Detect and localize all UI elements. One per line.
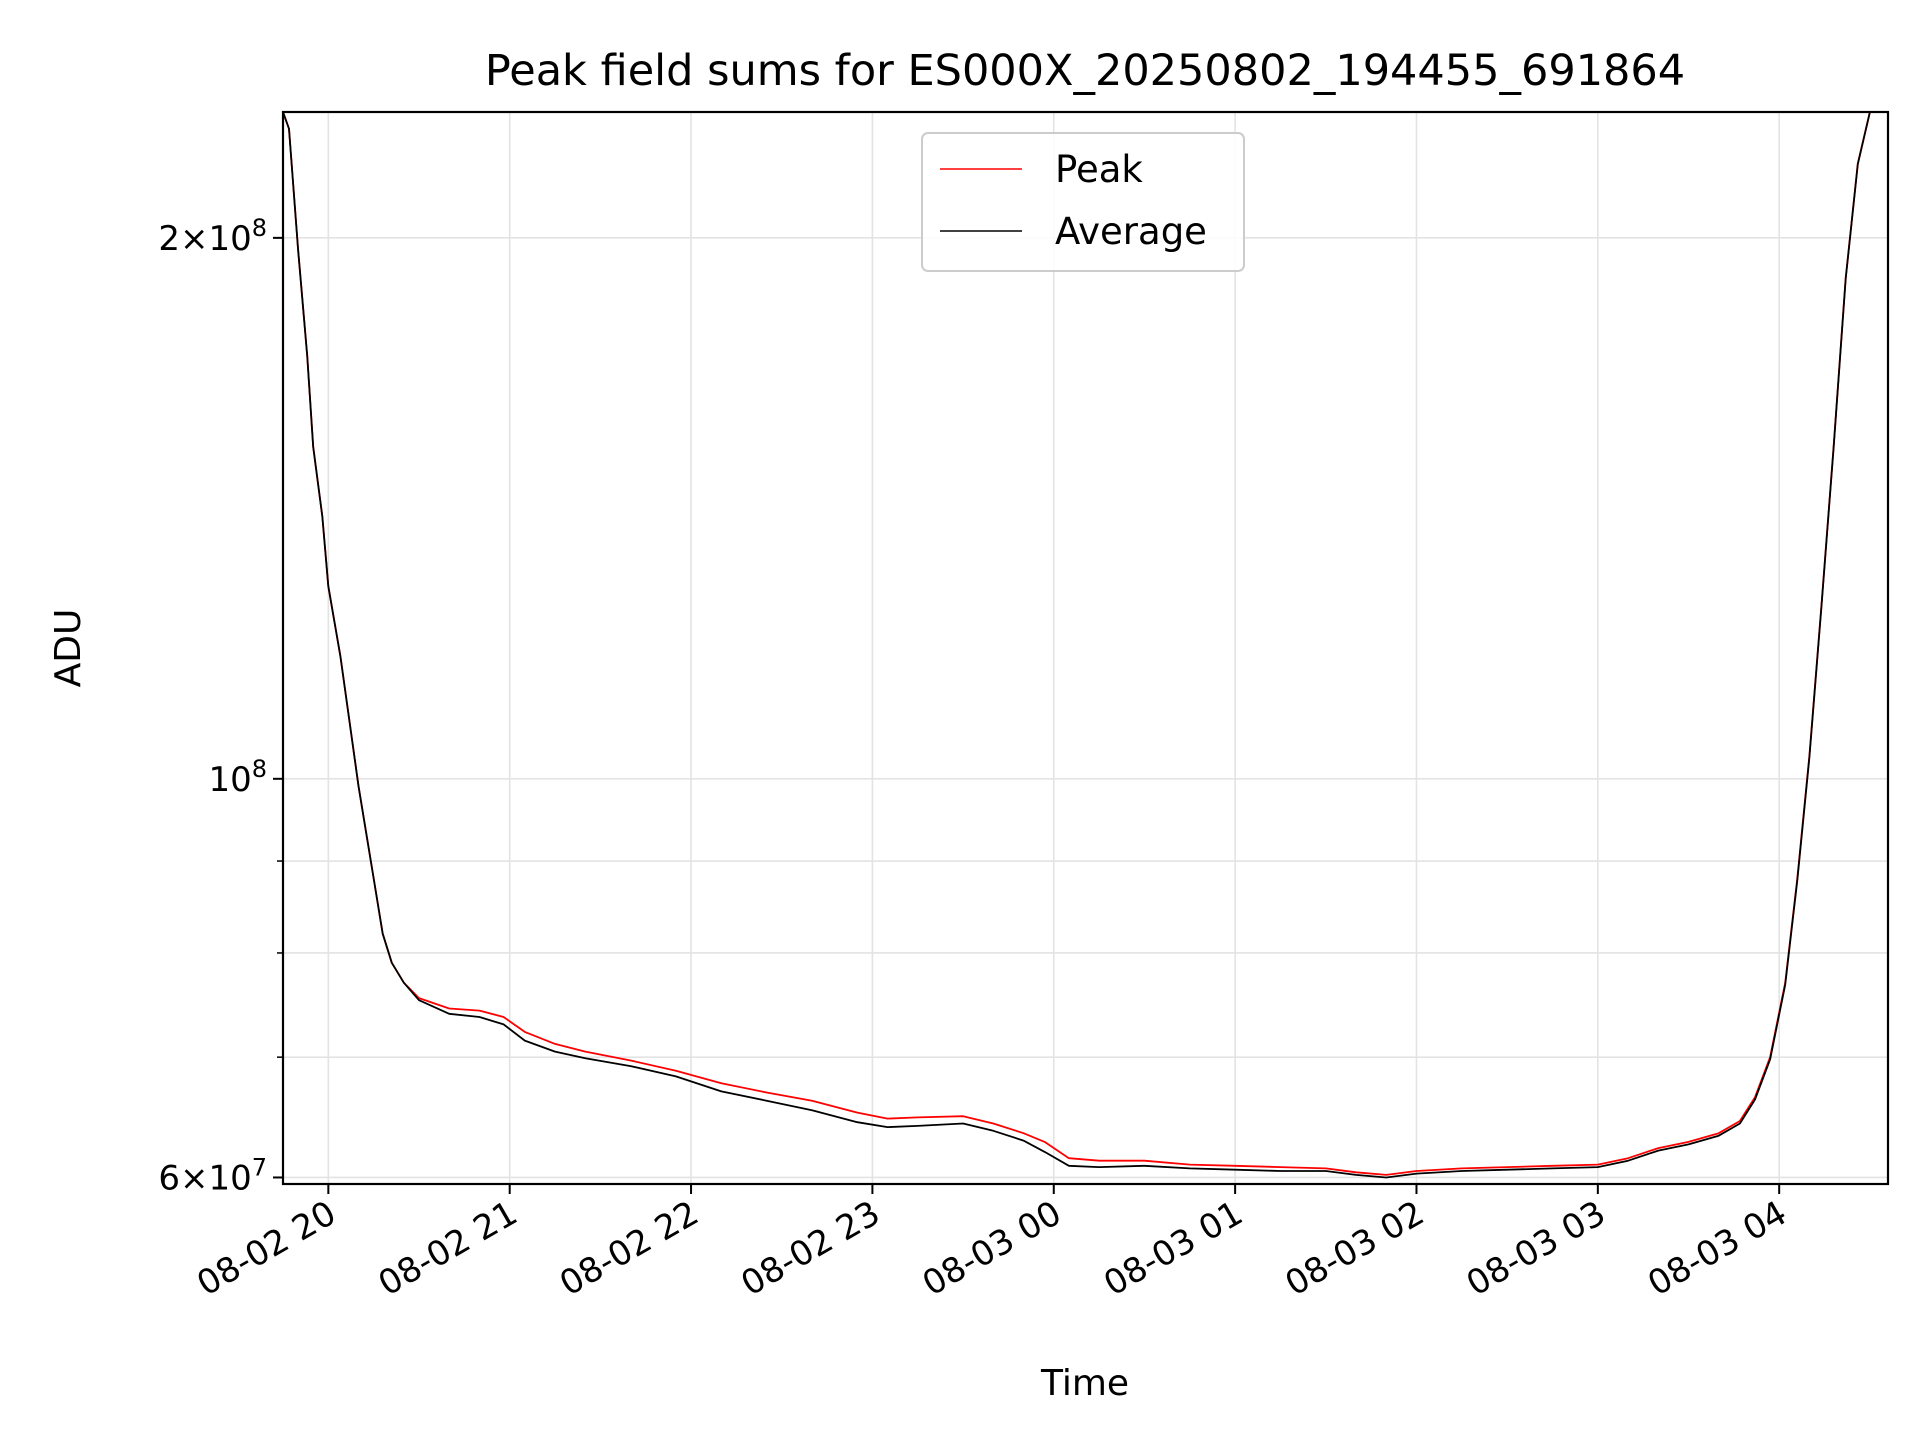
chart-title: Peak field sums for ES000X_20250802_1944…	[485, 46, 1685, 96]
x-axis-title: Time	[1040, 1363, 1129, 1404]
legend: Peak Average	[921, 132, 1245, 272]
y-tick-label: 6×107	[158, 1153, 267, 1198]
y-tick-label: 2×108	[158, 214, 267, 259]
legend-label-peak: Peak	[1055, 148, 1143, 191]
legend-label-average: Average	[1055, 210, 1207, 253]
series-line-average	[283, 112, 1888, 1179]
plot-area-frame	[281, 110, 1890, 1186]
y-tick-label: 108	[208, 755, 267, 800]
legend-box	[921, 132, 1245, 272]
series-lines	[283, 112, 1888, 1179]
y-axis-title: ADU	[48, 609, 89, 688]
